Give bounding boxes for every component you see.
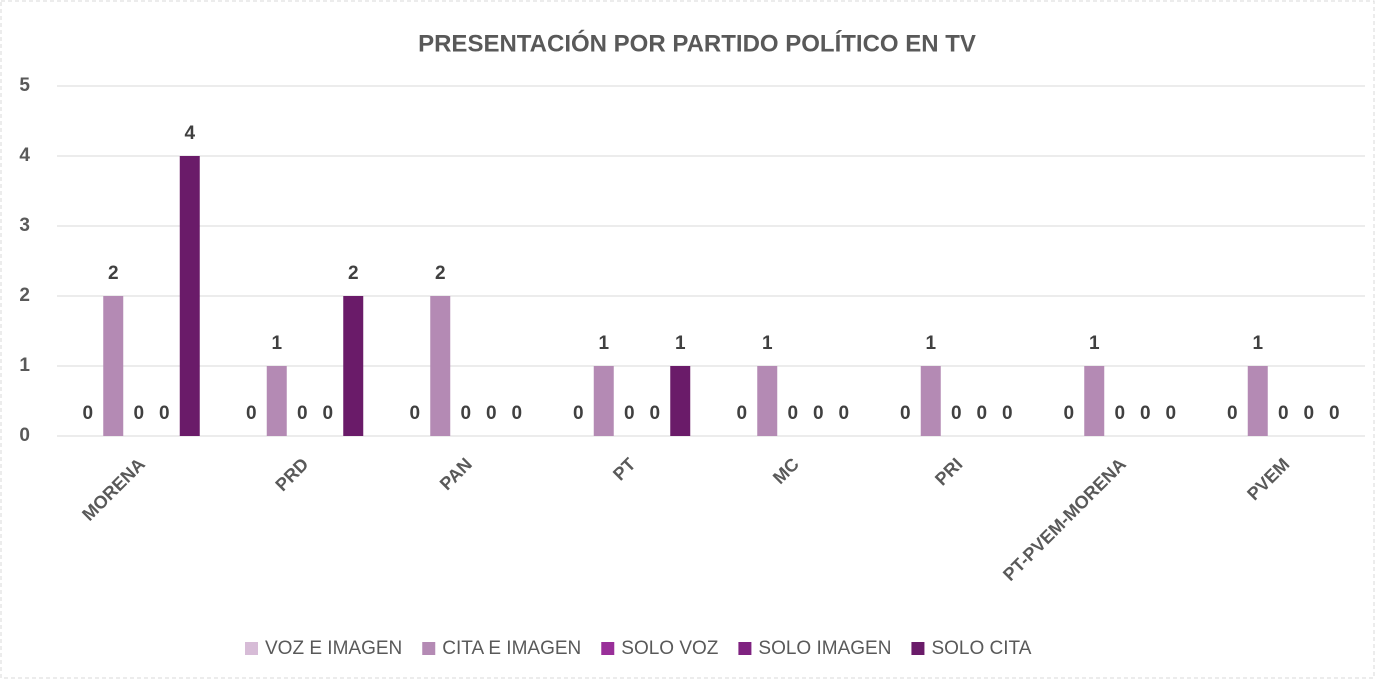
- data-label: 0: [460, 403, 471, 424]
- data-label: 0: [1002, 403, 1013, 424]
- y-tick-label: 0: [19, 425, 30, 446]
- legend-label: VOZ E IMAGEN: [265, 638, 402, 659]
- data-label: 0: [1140, 403, 1151, 424]
- data-label: 0: [133, 403, 144, 424]
- data-label: 0: [838, 403, 849, 424]
- y-tick-label: 5: [19, 75, 30, 96]
- data-label: 0: [511, 403, 522, 424]
- bar: [757, 366, 778, 436]
- data-label: 0: [787, 403, 798, 424]
- bar: [670, 366, 691, 436]
- y-tick-label: 4: [19, 145, 30, 166]
- bar: [266, 366, 287, 436]
- data-label: 0: [736, 403, 747, 424]
- data-label: 0: [1303, 403, 1314, 424]
- data-label: 0: [297, 403, 308, 424]
- data-label: 0: [976, 403, 987, 424]
- legend-label: SOLO IMAGEN: [758, 638, 891, 659]
- bar: [1084, 366, 1105, 436]
- data-label: 0: [1227, 403, 1238, 424]
- y-tick-label: 2: [19, 285, 30, 306]
- bar: [1247, 366, 1268, 436]
- legend-swatch: [601, 642, 615, 655]
- bar: [430, 296, 451, 436]
- bar: [103, 296, 124, 436]
- bar: [920, 366, 941, 436]
- chart-title: PRESENTACIÓN POR PARTIDO POLÍTICO EN TV: [418, 29, 976, 57]
- data-label: 0: [486, 403, 497, 424]
- data-label: 0: [1114, 403, 1125, 424]
- legend-swatch: [422, 642, 436, 655]
- legend-swatch: [245, 642, 258, 655]
- y-tick-label: 3: [19, 215, 30, 236]
- data-label: 0: [409, 403, 420, 424]
- data-label: 0: [246, 403, 257, 424]
- data-label: 0: [82, 403, 93, 424]
- data-label: 0: [1278, 403, 1289, 424]
- data-label: 0: [951, 403, 962, 424]
- data-label: 1: [675, 333, 686, 354]
- data-label: 0: [159, 403, 170, 424]
- data-label: 0: [573, 403, 584, 424]
- bar: [179, 156, 200, 436]
- legend-label: SOLO VOZ: [621, 638, 719, 659]
- data-label: 0: [1329, 403, 1340, 424]
- data-label: 2: [348, 263, 359, 284]
- data-label: 0: [813, 403, 824, 424]
- data-label: 0: [322, 403, 333, 424]
- data-label: 0: [900, 403, 911, 424]
- legend-label: CITA E IMAGEN: [442, 638, 581, 659]
- data-label: 0: [1063, 403, 1074, 424]
- y-tick-label: 1: [19, 355, 30, 376]
- data-label: 1: [1089, 333, 1100, 354]
- bar: [593, 366, 614, 436]
- data-label: 0: [624, 403, 635, 424]
- data-label: 1: [762, 333, 773, 354]
- bar: [343, 296, 364, 436]
- data-label: 2: [435, 263, 446, 284]
- data-label: 4: [184, 123, 195, 144]
- data-label: 0: [1165, 403, 1176, 424]
- data-label: 1: [1252, 333, 1263, 354]
- legend-swatch: [911, 642, 925, 655]
- data-label: 2: [108, 263, 119, 284]
- data-label: 1: [925, 333, 936, 354]
- legend-label: SOLO CITA: [931, 638, 1031, 659]
- data-label: 0: [649, 403, 660, 424]
- data-label: 1: [271, 333, 282, 354]
- data-label: 1: [598, 333, 609, 354]
- legend-swatch: [738, 642, 752, 655]
